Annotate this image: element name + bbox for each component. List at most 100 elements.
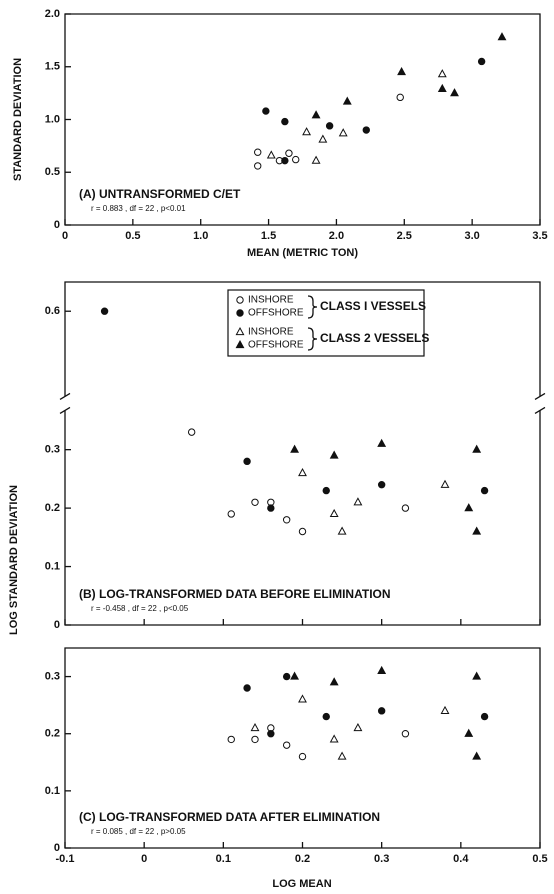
point — [302, 127, 312, 136]
point — [472, 444, 482, 453]
point — [477, 57, 486, 66]
legend-label: INSHORE — [248, 295, 294, 306]
point — [437, 69, 447, 78]
y-tick-label: 0.2 — [45, 728, 60, 740]
x-tick-label: -0.1 — [56, 853, 75, 865]
x-tick-label: 0.5 — [532, 853, 547, 865]
point — [254, 162, 262, 170]
point — [440, 705, 450, 714]
point — [298, 752, 307, 761]
y-tick-label: 1.5 — [45, 61, 60, 73]
point — [440, 479, 450, 488]
y-tick-label: 0 — [54, 842, 60, 854]
legend-brace — [307, 295, 318, 319]
x-axis-label: MEAN (METRIC TON) — [247, 247, 358, 259]
point — [450, 88, 459, 97]
legend-label: OFFSHORE — [248, 340, 304, 351]
point — [254, 148, 262, 156]
legend-box — [227, 289, 425, 357]
y-tick-label: 0.3 — [45, 444, 60, 456]
point — [338, 128, 348, 137]
point — [262, 107, 270, 115]
point — [342, 96, 352, 105]
legend-marker — [235, 326, 245, 336]
legend-brace — [307, 327, 318, 351]
x-tick-label: 1.5 — [261, 230, 276, 242]
point — [353, 722, 363, 732]
x-tick-label: 2.5 — [397, 230, 412, 242]
point — [282, 672, 291, 681]
point — [396, 93, 404, 102]
x-tick-label: 2.0 — [329, 230, 344, 242]
point — [250, 722, 260, 732]
legend-label: INSHORE — [248, 327, 294, 338]
point — [480, 486, 489, 495]
x-tick-label: 0.5 — [125, 230, 140, 242]
annotation: (C) LOG-TRANSFORMED DATA AFTER ELIMINATI… — [79, 810, 380, 824]
point — [227, 735, 235, 744]
point — [325, 122, 334, 130]
legend-marker — [235, 339, 245, 349]
legend-group: CLASS 2 VESSELS — [320, 331, 429, 345]
point — [318, 134, 328, 143]
point — [353, 497, 363, 506]
point — [187, 428, 196, 436]
y-axis-label: STANDARD DEVIATION — [12, 58, 24, 181]
point — [281, 117, 289, 126]
y-tick-label: 1.0 — [45, 113, 60, 125]
point — [282, 516, 291, 524]
point — [292, 155, 300, 164]
point — [281, 156, 289, 165]
point — [329, 508, 339, 518]
y-tick-label: 0.6 — [45, 305, 60, 317]
point — [243, 684, 251, 692]
point — [311, 155, 321, 164]
point — [377, 665, 387, 674]
y-axis-label: LOG STANDARD DEVIATION — [8, 485, 20, 635]
point — [311, 110, 321, 119]
axis-break — [534, 392, 546, 415]
point — [298, 527, 307, 536]
point — [362, 126, 370, 134]
point — [251, 498, 259, 506]
axis-break — [59, 392, 71, 415]
stats: r = 0.085 , df = 22 , p>0.05 — [91, 827, 186, 836]
point — [282, 741, 291, 749]
point — [472, 751, 482, 760]
point — [267, 504, 275, 512]
point — [100, 307, 109, 315]
y-tick-label: 0.2 — [45, 502, 60, 514]
x-tick-label: 0 — [141, 853, 147, 865]
y-tick-label: 0.1 — [45, 785, 60, 797]
point — [377, 438, 387, 447]
point — [266, 150, 276, 159]
point — [377, 481, 386, 489]
point — [480, 712, 489, 721]
point — [227, 510, 235, 518]
legend-marker — [236, 309, 244, 317]
point — [298, 467, 307, 477]
point — [497, 32, 507, 41]
x-tick-label: 1.0 — [193, 230, 208, 242]
x-tick-label: 3.0 — [464, 230, 479, 242]
y-tick-label: 0 — [54, 619, 60, 631]
legend-marker — [236, 296, 244, 304]
point — [464, 503, 474, 512]
point — [267, 730, 275, 738]
y-tick-label: 0.3 — [45, 670, 60, 682]
point — [298, 694, 307, 703]
point — [337, 751, 347, 760]
x-tick-label: 0.3 — [374, 853, 389, 865]
point — [472, 526, 482, 535]
point — [329, 677, 339, 686]
point — [401, 730, 410, 738]
point — [322, 712, 330, 721]
point — [472, 671, 482, 680]
point — [397, 66, 407, 76]
y-tick-label: 0.5 — [45, 166, 60, 178]
x-tick-label: 3.5 — [532, 230, 547, 242]
x-tick-label: 0.2 — [295, 853, 310, 865]
x-tick-label: 0.4 — [453, 853, 469, 865]
legend-label: OFFSHORE — [248, 308, 304, 319]
